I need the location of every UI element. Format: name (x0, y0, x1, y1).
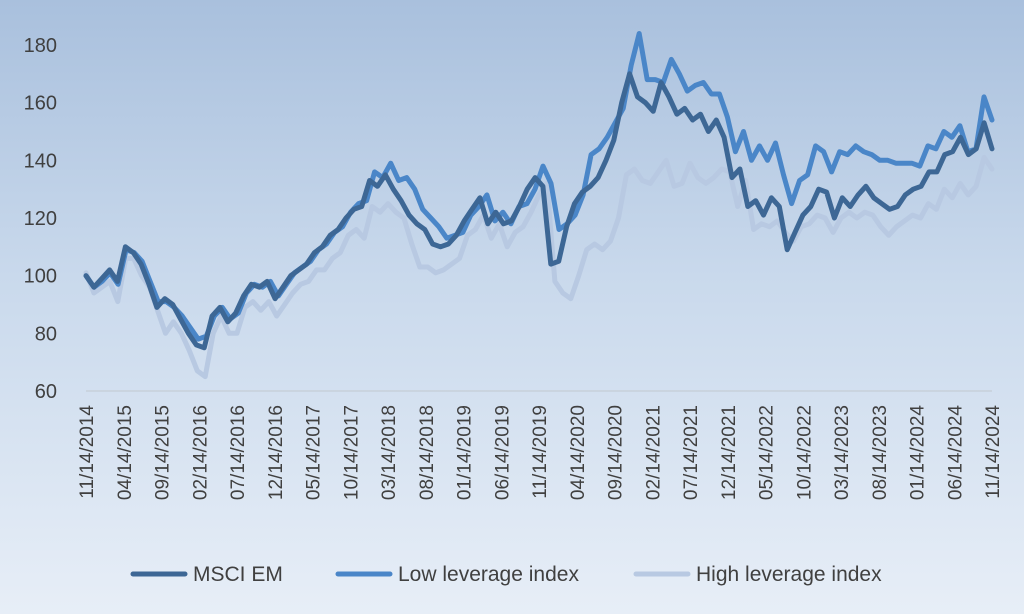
x-tick-label: 10/14/2022 (794, 405, 815, 500)
y-tick-label: 80 (35, 323, 57, 345)
y-axis-ticks: 60 80 100 120 140 160 180 (24, 35, 57, 403)
x-tick-label: 11/14/2024 (983, 405, 1004, 499)
legend-label: High leverage index (696, 563, 882, 586)
x-tick-label: 02/14/2016 (190, 405, 211, 500)
x-tick-label: 06/14/2024 (945, 405, 966, 501)
series-line-high-leverage-index (83, 154, 995, 380)
x-tick-label: 03/14/2023 (832, 405, 853, 500)
legend-label: MSCI EM (193, 563, 283, 586)
x-tick-label: 04/14/2020 (568, 405, 589, 500)
x-tick-label: 05/14/2017 (304, 405, 325, 500)
y-tick-label: 180 (24, 35, 57, 57)
y-tick-label: 160 (24, 93, 57, 115)
legend: MSCI EM Low leverage index High leverage i… (130, 563, 882, 586)
series-lines (83, 31, 995, 380)
x-axis-ticks: 11/14/2014 04/14/2015 09/14/2015 02/14/2016… (77, 405, 1004, 501)
legend-label: Low leverage index (398, 563, 579, 586)
x-tick-label: 10/14/2017 (341, 405, 362, 500)
x-tick-label: 09/14/2020 (606, 405, 627, 500)
x-tick-label: 02/14/2021 (643, 405, 664, 500)
series-line-msci-em (83, 71, 995, 351)
x-tick-label: 12/14/2016 (266, 405, 287, 500)
x-tick-label: 07/14/2021 (681, 405, 702, 500)
x-tick-label: 06/14/2019 (492, 405, 513, 500)
x-tick-label: 11/14/2014 (77, 405, 98, 499)
x-tick-label: 03/14/2018 (379, 405, 400, 500)
x-tick-label: 07/14/2016 (228, 405, 249, 500)
y-tick-label: 120 (24, 208, 57, 230)
x-tick-label: 01/14/2024 (908, 405, 929, 501)
x-tick-label: 11/14/2019 (530, 405, 551, 499)
y-tick-label: 100 (24, 266, 57, 288)
series-line-low-leverage-index (83, 31, 995, 342)
x-tick-label: 08/14/2018 (417, 405, 438, 500)
y-tick-label: 140 (24, 150, 57, 172)
y-tick-label: 60 (35, 381, 57, 403)
x-tick-label: 05/14/2022 (757, 405, 778, 500)
x-tick-label: 01/14/2019 (455, 405, 476, 500)
x-tick-label: 04/14/2015 (115, 405, 136, 500)
x-tick-label: 12/14/2021 (719, 405, 740, 500)
x-tick-label: 09/14/2015 (153, 405, 174, 500)
x-tick-label: 08/14/2023 (870, 405, 891, 500)
